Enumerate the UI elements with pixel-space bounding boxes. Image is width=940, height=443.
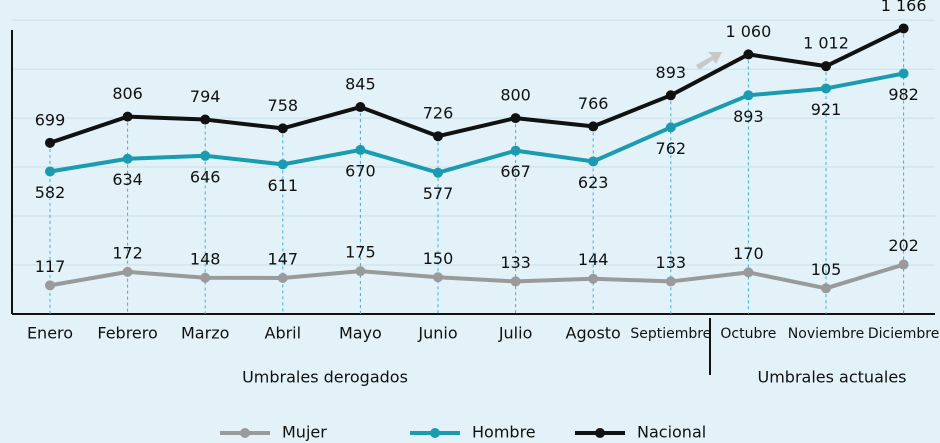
arrow-icon bbox=[696, 52, 722, 70]
x-tick-label: Julio bbox=[498, 324, 533, 343]
x-tick-label: Agosto bbox=[566, 324, 621, 343]
data-label: 646 bbox=[190, 167, 221, 186]
point bbox=[898, 259, 909, 270]
point bbox=[200, 150, 211, 161]
series-line bbox=[49, 262, 905, 291]
point bbox=[898, 23, 909, 34]
point bbox=[821, 83, 831, 94]
data-label: 577 bbox=[423, 184, 454, 203]
point bbox=[743, 267, 754, 278]
point bbox=[665, 90, 676, 101]
point bbox=[277, 159, 288, 170]
point bbox=[588, 273, 599, 284]
data-label: 105 bbox=[811, 260, 842, 279]
point bbox=[277, 273, 288, 283]
point bbox=[277, 123, 288, 134]
group-label: Umbrales derogados bbox=[242, 368, 408, 387]
x-tick-label: Noviembre bbox=[788, 326, 864, 342]
data-label: 133 bbox=[500, 253, 531, 272]
point bbox=[588, 121, 599, 132]
data-label: 726 bbox=[423, 104, 454, 123]
point bbox=[665, 276, 676, 287]
point bbox=[200, 114, 211, 125]
data-label: 845 bbox=[345, 75, 376, 94]
data-label: 893 bbox=[656, 63, 687, 82]
x-tick-label: Septiembre bbox=[630, 326, 711, 342]
legend-label: Mujer bbox=[282, 423, 327, 442]
point bbox=[433, 167, 443, 178]
x-tick-label: Febrero bbox=[97, 324, 157, 343]
point bbox=[122, 111, 133, 122]
data-label: 1 166 bbox=[881, 0, 927, 15]
point bbox=[355, 144, 366, 155]
point bbox=[355, 102, 366, 113]
data-label: 806 bbox=[112, 84, 143, 103]
group-label: Umbrales actuales bbox=[758, 368, 907, 387]
point bbox=[355, 266, 366, 277]
data-label: 150 bbox=[423, 249, 454, 268]
point bbox=[200, 272, 211, 283]
legend-label: Hombre bbox=[472, 423, 536, 442]
data-label: 202 bbox=[888, 236, 919, 255]
point bbox=[122, 266, 133, 277]
point bbox=[821, 283, 831, 294]
data-label: 611 bbox=[268, 176, 299, 195]
series-line bbox=[49, 26, 905, 145]
data-label: 582 bbox=[35, 183, 66, 202]
data-label: 170 bbox=[733, 244, 764, 263]
legend-marker bbox=[240, 428, 250, 438]
data-label: 148 bbox=[190, 249, 221, 268]
point bbox=[898, 68, 909, 79]
plot-area: Enero Febrero Marzo Abril Mayo Junio Julio Agos… bbox=[11, 0, 939, 442]
data-label: 1 060 bbox=[725, 22, 771, 41]
data-label: 1 012 bbox=[803, 34, 849, 53]
point bbox=[433, 272, 443, 283]
data-label: 893 bbox=[733, 107, 764, 126]
data-label: 117 bbox=[35, 257, 66, 276]
legend-label: Nacional bbox=[637, 423, 706, 442]
x-tick-label: Abril bbox=[265, 324, 302, 343]
point bbox=[743, 90, 754, 101]
data-label: 147 bbox=[268, 250, 299, 269]
point bbox=[122, 153, 133, 164]
point bbox=[510, 113, 521, 124]
x-tick-label: Octubre bbox=[720, 326, 776, 342]
data-label: 634 bbox=[112, 170, 143, 189]
x-tick-label: Junio bbox=[417, 324, 457, 343]
point bbox=[510, 276, 521, 287]
data-label: 623 bbox=[578, 173, 609, 192]
point bbox=[433, 131, 443, 142]
x-tick-label: Marzo bbox=[181, 324, 229, 343]
legend-marker bbox=[595, 428, 605, 438]
series-line bbox=[49, 71, 904, 175]
data-label: 667 bbox=[500, 162, 531, 181]
data-label: 794 bbox=[190, 87, 221, 106]
data-label: 133 bbox=[656, 253, 687, 272]
data-label: 699 bbox=[35, 110, 66, 129]
data-label: 921 bbox=[811, 100, 842, 119]
data-label: 670 bbox=[345, 161, 376, 180]
point bbox=[45, 166, 55, 177]
point bbox=[821, 61, 831, 72]
point bbox=[665, 122, 676, 133]
x-tick-label: Enero bbox=[27, 324, 73, 343]
data-label: 766 bbox=[578, 94, 609, 113]
data-label: 144 bbox=[578, 250, 609, 269]
point bbox=[45, 137, 55, 148]
data-label: 800 bbox=[500, 86, 531, 105]
data-label: 758 bbox=[268, 96, 299, 115]
point bbox=[588, 156, 599, 167]
x-tick-label: Diciembre bbox=[868, 326, 939, 342]
data-label: 172 bbox=[112, 243, 143, 262]
data-label: 762 bbox=[656, 139, 687, 158]
data-label: 982 bbox=[888, 85, 919, 104]
point bbox=[510, 145, 521, 156]
point bbox=[743, 49, 754, 60]
legend-marker bbox=[430, 428, 440, 438]
data-label: 175 bbox=[345, 243, 376, 262]
point bbox=[45, 280, 55, 291]
x-tick-label: Mayo bbox=[339, 324, 382, 343]
